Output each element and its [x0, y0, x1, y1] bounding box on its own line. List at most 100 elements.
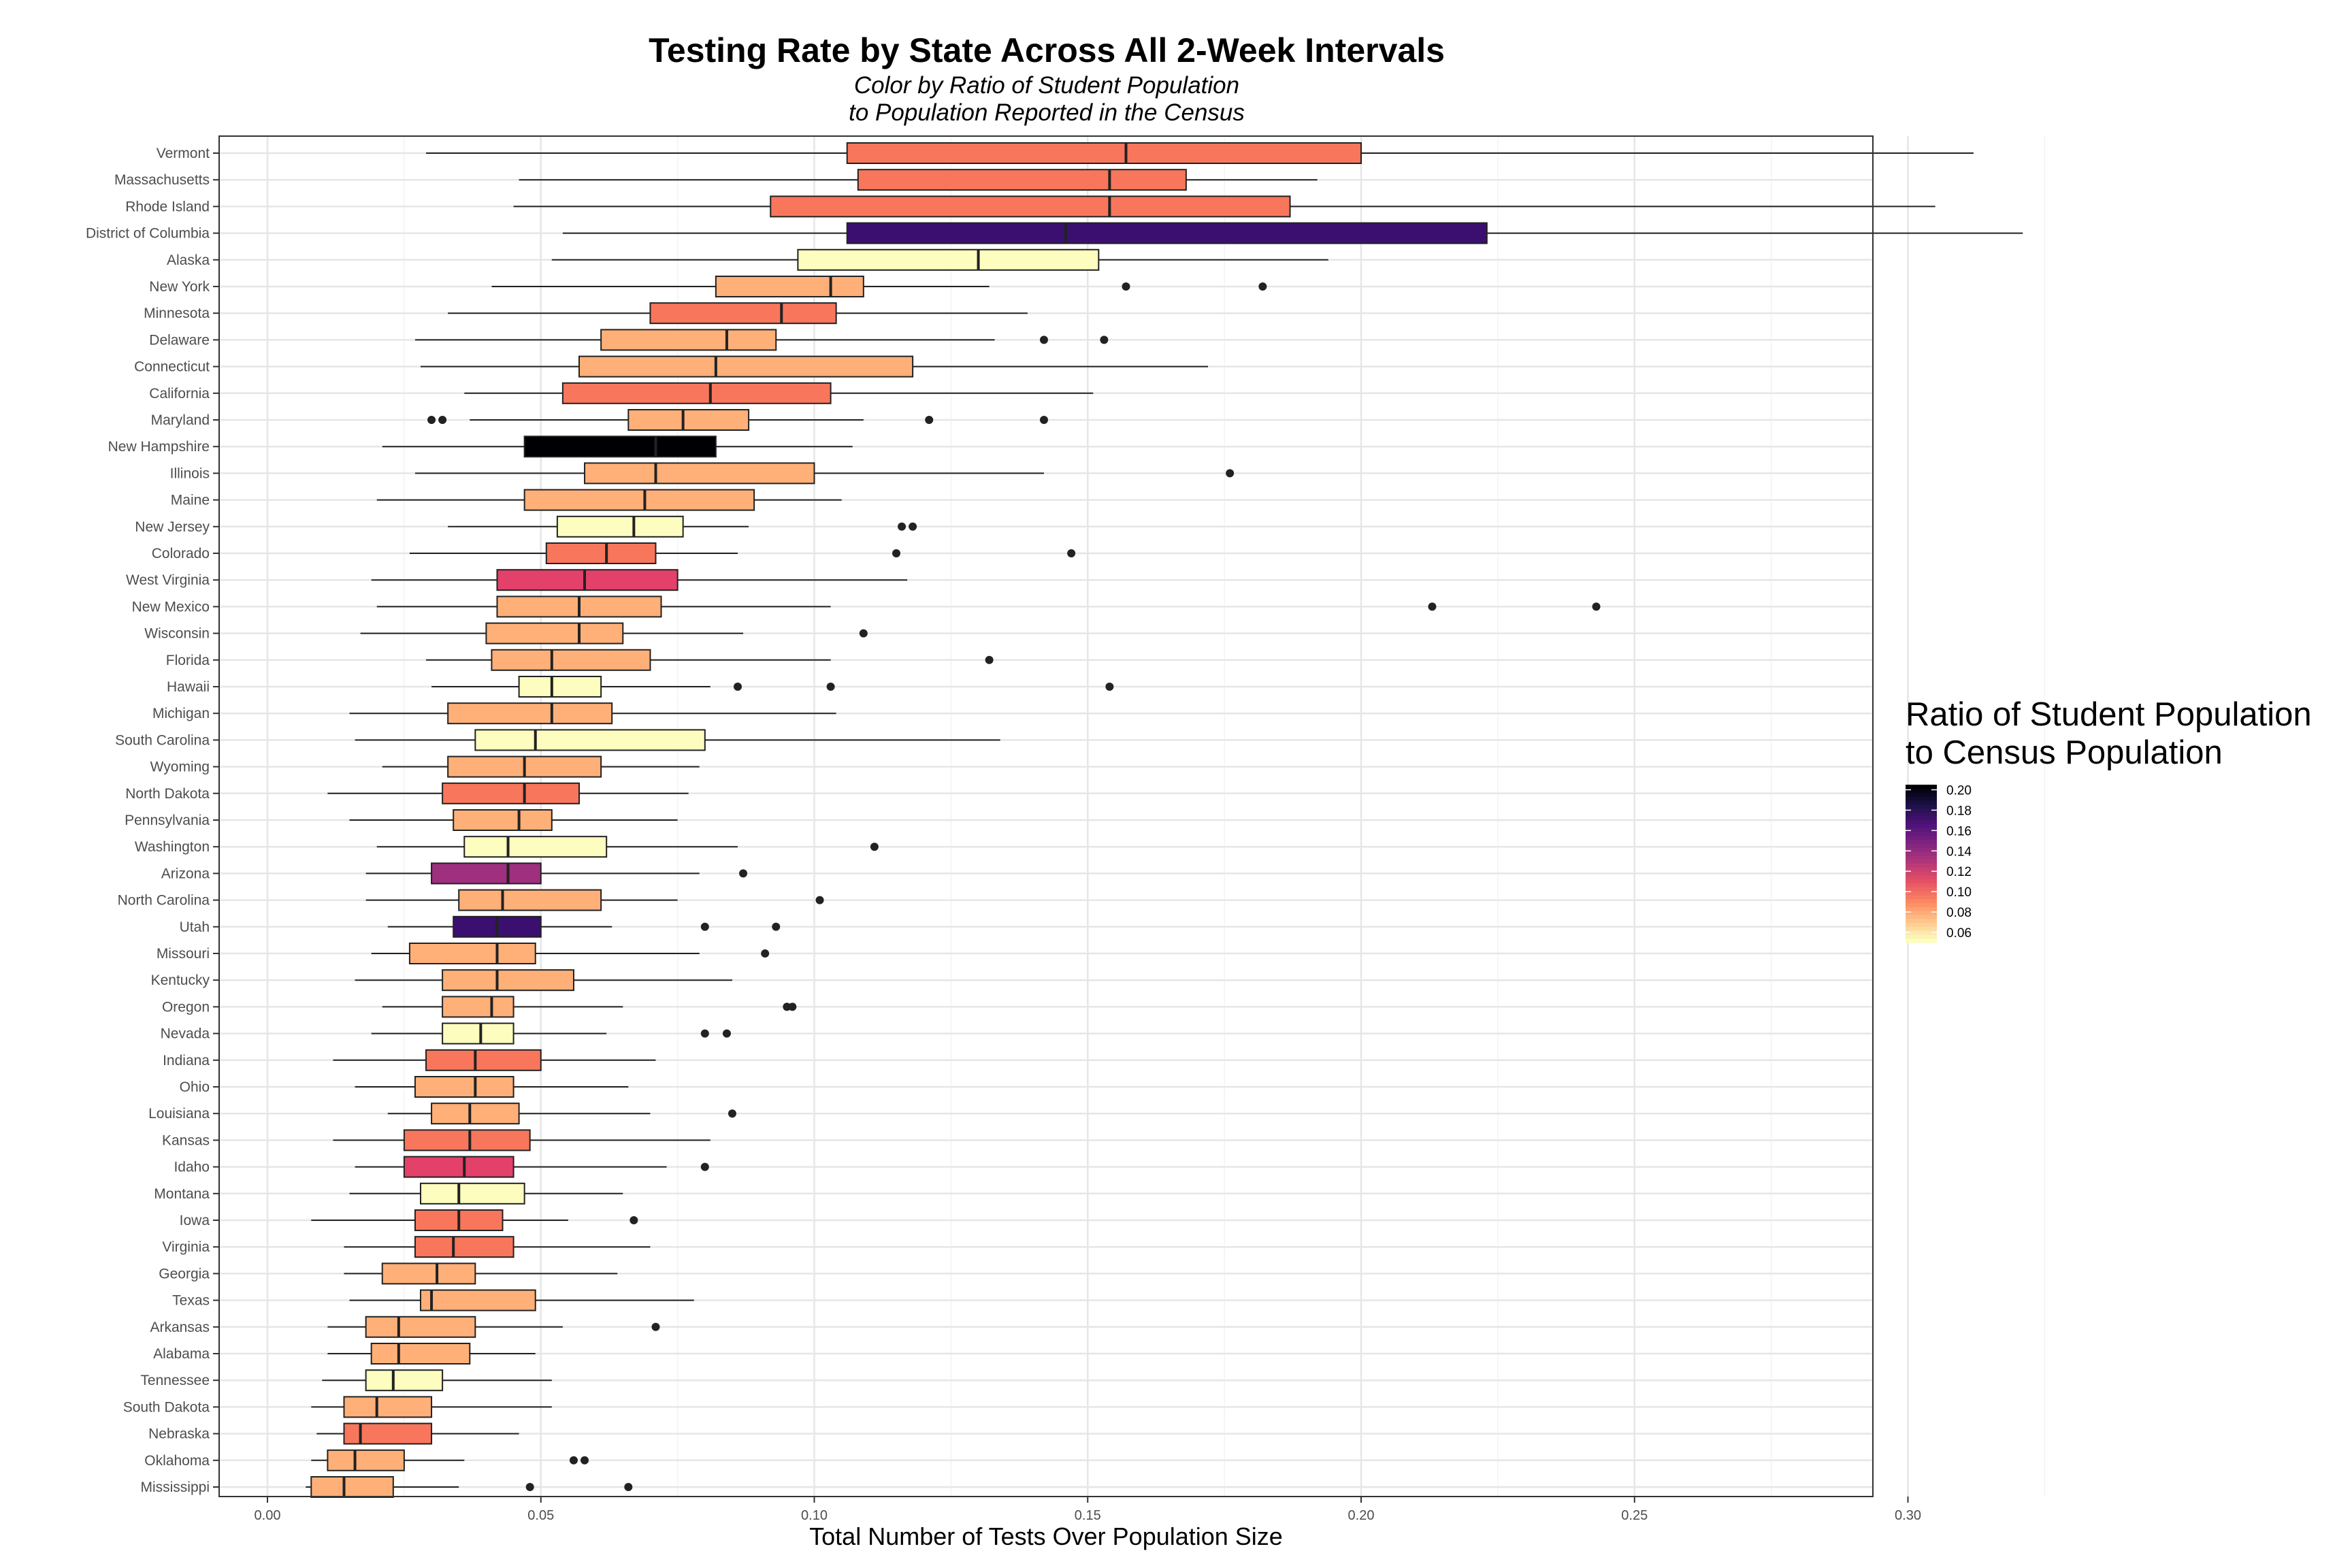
chart-subtitle-line-1: Color by Ratio of Student Population — [854, 72, 1239, 99]
state-label-connecticut: Connecticut — [134, 359, 210, 375]
box-oklahoma — [327, 1449, 405, 1471]
legend-colorbar-segment-39 — [1906, 938, 1937, 943]
legend-colorbar-segment-15 — [1906, 844, 1937, 849]
state-axis-labels: Vermont Massachusetts Rhode Island District… — [86, 146, 219, 1495]
state-label-oklahoma: Oklahoma — [144, 1453, 210, 1469]
box-new-york — [715, 276, 864, 297]
outlier-idaho-0 — [700, 1162, 709, 1171]
outlier-louisiana-0 — [728, 1109, 736, 1118]
box-idaho — [403, 1156, 514, 1178]
x-tick-label-5: 0.25 — [1621, 1508, 1648, 1523]
state-label-virginia: Virginia — [162, 1239, 210, 1255]
state-label-hawaii: Hawaii — [167, 679, 210, 695]
outlier-new-york-0 — [1122, 282, 1130, 291]
state-label-nevada: Nevada — [161, 1026, 210, 1042]
legend-tick-labels: 0.20 0.18 0.16 0.14 0.12 0.10 0.08 0.06 — [1906, 783, 1972, 941]
outlier-iowa-0 — [630, 1216, 638, 1224]
box-alabama — [370, 1343, 471, 1365]
outlier-wisconsin-0 — [859, 629, 868, 638]
outlier-oklahoma-0 — [569, 1456, 578, 1465]
x-axis-title: Total Number of Tests Over Population Si… — [809, 1522, 1283, 1550]
state-label-washington: Washington — [135, 839, 210, 855]
box-arizona — [431, 862, 542, 885]
legend-colorbar-segment-19 — [1906, 860, 1937, 864]
box-mississippi — [310, 1476, 394, 1498]
legend-colorbar-segment-26 — [1906, 887, 1937, 892]
legend-colorbar-segment-29 — [1906, 899, 1937, 904]
outlier-new-mexico-0 — [1428, 602, 1437, 611]
state-label-iowa: Iowa — [180, 1213, 210, 1228]
legend-colorbar-segment-0 — [1906, 785, 1937, 789]
state-label-rhode-island: Rhode Island — [125, 199, 210, 214]
legend-colorbar-segment-31 — [1906, 906, 1937, 912]
outlier-delaware-1 — [1100, 336, 1109, 344]
box-delaware — [600, 329, 777, 351]
state-label-delaware: Delaware — [149, 332, 210, 348]
state-label-idaho: Idaho — [174, 1160, 210, 1175]
box-connecticut — [578, 355, 914, 378]
legend-colorbar-segment-36 — [1906, 926, 1937, 932]
legend-colorbar-segment-23 — [1906, 875, 1937, 880]
outlier-new-mexico-1 — [1592, 602, 1601, 611]
outlier-colorado-1 — [1067, 549, 1076, 557]
box-kentucky — [442, 969, 574, 992]
outlier-maryland-1 — [438, 416, 447, 424]
box-missouri — [408, 943, 536, 964]
box-district-of-columbia — [846, 222, 1488, 244]
outlier-new-jersey-0 — [898, 522, 906, 531]
legend-colorbar-segment-13 — [1906, 836, 1937, 840]
state-label-texas: Texas — [172, 1293, 210, 1309]
box-minnesota — [649, 302, 837, 325]
legend-title-line-1: Ratio of Student Population — [1906, 696, 2312, 733]
box-south-carolina — [474, 729, 706, 751]
box-nevada — [442, 1022, 514, 1045]
state-label-north-dakota: North Dakota — [125, 786, 210, 802]
box-north-carolina — [458, 889, 602, 911]
box-california — [561, 382, 832, 404]
legend-title-line-2: to Census Population — [1906, 734, 2223, 771]
state-label-louisiana: Louisiana — [148, 1106, 210, 1122]
state-label-vermont: Vermont — [157, 146, 210, 161]
state-label-minnesota: Minnesota — [144, 306, 210, 321]
box-indiana — [425, 1049, 542, 1071]
outlier-colorado-0 — [892, 549, 901, 557]
outlier-mississippi-0 — [525, 1483, 534, 1491]
legend-tick-label-4: 0.12 — [1946, 865, 1972, 879]
legend-colorbar-segment-4 — [1906, 800, 1937, 805]
state-label-illinois: Illinois — [170, 466, 210, 481]
legend-tick-label-7: 0.06 — [1946, 926, 1972, 941]
state-label-alabama: Alabama — [153, 1346, 210, 1362]
outlier-maryland-3 — [1039, 416, 1048, 424]
outlier-arizona-0 — [739, 869, 748, 878]
box-tennessee — [365, 1369, 444, 1392]
legend-colorbar-segment-12 — [1906, 832, 1937, 837]
outlier-new-jersey-1 — [909, 522, 917, 531]
legend-tick-label-5: 0.10 — [1946, 885, 1972, 900]
chart-subtitle-line-2: to Population Reported in the Census — [849, 99, 1245, 126]
legend-colorbar-segment-7 — [1906, 812, 1937, 817]
legend-colorbar-segment-18 — [1906, 855, 1937, 860]
box-maine — [523, 489, 755, 511]
box-new-hampshire — [523, 436, 717, 458]
state-label-district-of-columbia: District of Columbia — [86, 226, 210, 242]
box-florida — [491, 649, 651, 671]
outlier-maryland-0 — [427, 416, 436, 424]
outlier-utah-0 — [700, 922, 709, 931]
state-label-indiana: Indiana — [163, 1053, 210, 1068]
legend-colorbar-segment-11 — [1906, 828, 1937, 833]
state-label-wisconsin: Wisconsin — [144, 626, 210, 642]
x-tick-label-4: 0.20 — [1348, 1508, 1375, 1523]
state-label-new-york: New York — [149, 279, 210, 295]
state-label-south-carolina: South Carolina — [115, 732, 210, 748]
outlier-north-carolina-0 — [815, 896, 824, 904]
box-rhode-island — [770, 195, 1291, 218]
state-label-massachusetts: Massachusetts — [114, 172, 210, 188]
box-colorado — [545, 542, 657, 564]
legend-colorbar-segment-28 — [1906, 895, 1937, 900]
legend-colorbar — [1906, 785, 1937, 943]
state-label-wyoming: Wyoming — [150, 760, 210, 775]
state-label-colorado: Colorado — [152, 546, 210, 561]
state-label-georgia: Georgia — [159, 1266, 210, 1281]
state-label-new-jersey: New Jersey — [135, 519, 210, 535]
